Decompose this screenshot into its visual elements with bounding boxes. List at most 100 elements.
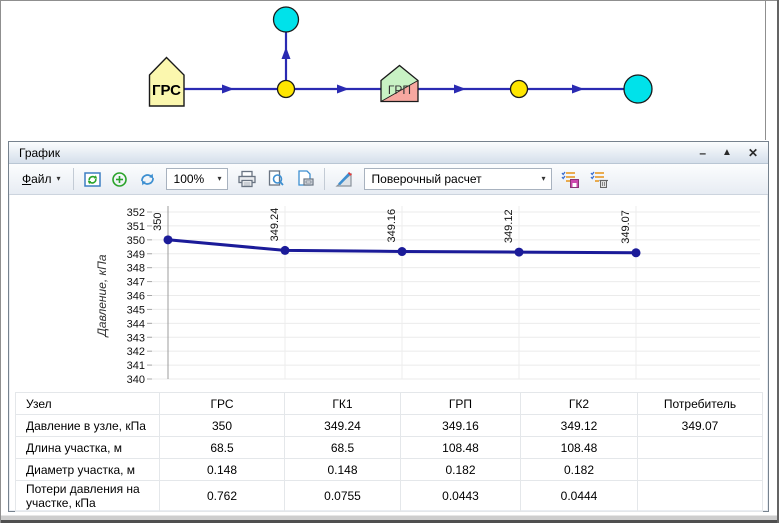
y-tick-label: 344 <box>127 318 145 330</box>
row-label: Давление в узле, кПа <box>15 414 160 437</box>
table-cell: 350 <box>159 414 285 437</box>
grp-diagonal <box>380 80 419 102</box>
print-preview-button[interactable] <box>263 167 289 191</box>
table-cell: ГК1 <box>284 392 401 415</box>
table-row: Давление в узле, кПа 350 349.24 349.16 349.1… <box>15 414 763 437</box>
window-refresh-icon <box>83 171 101 187</box>
node-branch-consumer[interactable] <box>272 6 300 33</box>
table-cell: 0.148 <box>159 458 285 481</box>
printer-icon <box>237 170 256 188</box>
graph-window: График – ▲ ✕ Файл ▾ <box>8 141 769 512</box>
table-cell: 0.0755 <box>284 480 401 512</box>
network-map-panel: ГРС ГРП <box>1 1 766 140</box>
data-point <box>280 245 290 255</box>
zoom-level-value: 100% <box>173 172 205 186</box>
y-tick-label: 349 <box>127 249 145 261</box>
minimize-button[interactable]: – <box>699 145 707 160</box>
left-frame <box>0 0 1 523</box>
table-cell: 0.762 <box>159 480 285 512</box>
chevron-down-icon: ▾ <box>217 174 222 183</box>
flow-arrows <box>222 47 584 94</box>
table-cell: 0.148 <box>284 458 401 481</box>
y-tick-label: 345 <box>127 304 145 316</box>
arrow-right-icon <box>222 84 234 94</box>
y-tick-label: 352 <box>127 207 145 219</box>
table-cell: 0.0444 <box>520 480 638 512</box>
row-label: Потери давления на участке, кПа <box>15 480 160 512</box>
y-axis-title: Давление, кПа <box>95 254 109 338</box>
table-cell: 349.24 <box>284 414 401 437</box>
blue-circular-arrows-icon <box>140 173 154 185</box>
triangle-pencil-icon <box>334 172 352 187</box>
table-cell: 349.16 <box>400 414 521 437</box>
table-cell <box>637 480 763 512</box>
graph-window-title: График <box>19 145 60 160</box>
y-tick-label: 351 <box>127 221 145 233</box>
node-grp[interactable]: ГРП <box>380 64 419 103</box>
file-menu-button[interactable]: Файл ▾ <box>16 167 67 191</box>
table-cell: ГРП <box>400 392 521 415</box>
network-map-svg: ГРС ГРП <box>148 6 653 107</box>
node-table: Узел ГРС ГК1 ГРП ГК2 Потребитель Давление в уз… <box>10 392 767 512</box>
page-printer-icon <box>297 170 314 186</box>
arrow-right-icon <box>572 84 584 94</box>
reload-button[interactable] <box>134 167 161 191</box>
delete-list-button[interactable] <box>586 167 613 191</box>
print-button[interactable] <box>233 167 261 191</box>
data-point <box>163 235 173 245</box>
table-cell: ГК2 <box>520 392 638 415</box>
node-gk1[interactable] <box>276 79 296 99</box>
refresh-view-button[interactable] <box>80 167 105 191</box>
table-row: Длина участка, м 68.5 68.5 108.48 108.48 <box>15 436 763 459</box>
checklist-save-icon <box>561 171 579 188</box>
grs-pentagon[interactable] <box>148 56 185 107</box>
zoom-level-combobox[interactable]: 100% ▾ <box>165 168 228 190</box>
data-point-label: 349.12 <box>503 209 515 243</box>
table-cell: 68.5 <box>284 436 401 459</box>
table-cell: 108.48 <box>400 436 521 459</box>
grp-pentagon-outline <box>380 64 419 103</box>
arrow-right-icon <box>337 84 349 94</box>
table-cell <box>637 458 763 481</box>
row-label: Узел <box>15 392 160 415</box>
data-point-label: 350 <box>152 212 164 230</box>
chevron-down-icon: ▾ <box>541 174 546 183</box>
table-cell: 68.5 <box>159 436 285 459</box>
graph-window-titlebar[interactable]: График – ▲ ✕ <box>9 142 768 164</box>
data-point-label: 349.16 <box>386 209 398 243</box>
calculation-mode-value: Поверочный расчет <box>371 172 482 186</box>
grp-label: ГРП <box>388 83 411 97</box>
save-list-button[interactable] <box>557 167 584 191</box>
node-table-body: Узел ГРС ГК1 ГРП ГК2 Потребитель Давление в уз… <box>15 392 763 512</box>
dock-button[interactable]: ▲ <box>722 146 732 158</box>
y-tick-label: 343 <box>127 332 145 344</box>
zoom-all-button[interactable] <box>107 167 132 191</box>
table-row: Потери давления на участке, кПа 0.762 0.07… <box>15 480 763 512</box>
right-frame <box>777 0 779 523</box>
chart-settings-button[interactable] <box>331 167 359 191</box>
table-cell: 0.182 <box>520 458 638 481</box>
toolbar-separator <box>72 168 74 190</box>
row-label: Диаметр участка, м <box>15 458 160 481</box>
table-cell: 0.0443 <box>400 480 521 512</box>
data-point <box>397 247 407 257</box>
page-setup-button[interactable] <box>291 167 318 191</box>
table-row: Диаметр участка, м 0.148 0.148 0.182 0.182 <box>15 458 763 481</box>
data-point <box>514 247 524 257</box>
checklist-delete-icon <box>590 171 608 188</box>
node-grs[interactable]: ГРС <box>148 56 185 107</box>
table-cell: 349.12 <box>520 414 638 437</box>
data-point-label: 349.24 <box>269 208 281 242</box>
calculation-mode-combobox[interactable]: Поверочный расчет ▾ <box>363 168 552 190</box>
close-button[interactable]: ✕ <box>747 145 758 160</box>
toolbar-separator <box>323 168 325 190</box>
node-consumer[interactable] <box>623 74 653 104</box>
node-gk2[interactable] <box>509 79 529 99</box>
top-frame <box>0 0 779 1</box>
y-tick-label: 342 <box>127 346 145 358</box>
bottom-frame <box>0 515 779 523</box>
arrow-up-icon <box>281 47 291 59</box>
grs-label: ГРС <box>152 82 181 99</box>
